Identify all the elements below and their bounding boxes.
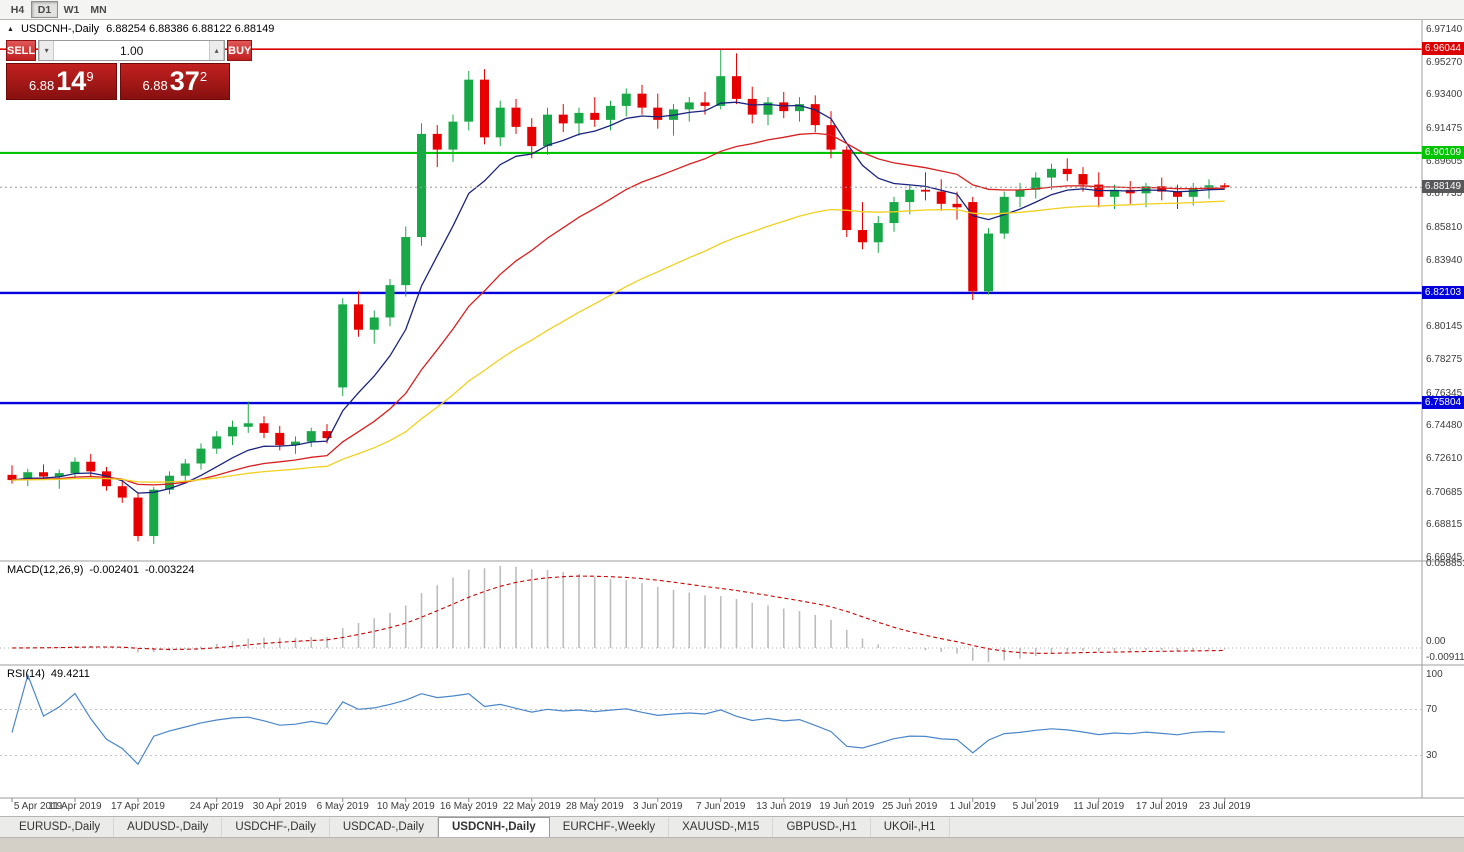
- sell-button[interactable]: SELL: [6, 40, 37, 61]
- price-scale-label: 6.89605: [1426, 155, 1463, 167]
- macd-main-value: -0.002401: [89, 564, 139, 576]
- timeframe-button-h4[interactable]: H4: [4, 1, 31, 18]
- sell-price-display[interactable]: 6.88 14 9: [6, 63, 117, 100]
- chart-symbol-period: USDCNH-,Daily: [20, 23, 100, 35]
- rsi-indicator-label: RSI(14) 49.4211: [7, 668, 90, 680]
- level-price-tag: 6.82103: [1422, 285, 1464, 299]
- rsi-value: 49.4211: [50, 668, 90, 680]
- chart-canvas[interactable]: [0, 20, 1464, 816]
- price-scale-label: 6.95270: [1426, 56, 1463, 68]
- price-scale-label: 6.66945: [1426, 552, 1463, 563]
- buy-price-pips: 37: [169, 66, 200, 96]
- macd-title: MACD(12,26,9): [7, 564, 84, 576]
- chart-tab-bar: EURUSD-,Daily AUDUSD-,Daily USDCHF-,Daily U…: [0, 816, 1464, 837]
- price-scale-label: 6.85810: [1426, 222, 1463, 234]
- chart-ohlc-values: 6.88254 6.88386 6.88122 6.88149: [106, 23, 275, 35]
- macd-signal-value: -0.003224: [144, 564, 195, 576]
- volume-increase-button[interactable]: ▴: [209, 41, 225, 60]
- price-scale-label: 6.87735: [1426, 188, 1463, 200]
- chart-tab-audusd[interactable]: AUDUSD-,Daily: [114, 817, 223, 837]
- chart-tab-usdcnh[interactable]: USDCNH-,Daily: [437, 817, 550, 837]
- volume-decrease-button[interactable]: ▾: [39, 41, 55, 60]
- level-price-tag: 6.90109: [1422, 145, 1464, 159]
- candlestick-series: [7, 49, 1230, 544]
- chart-title: ▲ USDCNH-,Daily 6.88254 6.88386 6.88122 …: [7, 23, 274, 35]
- macd-scale-label: -0.009116: [1426, 652, 1464, 663]
- chart-tab-usdchf[interactable]: USDCHF-,Daily: [222, 817, 330, 837]
- timeframe-button-d1[interactable]: D1: [31, 1, 58, 18]
- timeframe-button-mn[interactable]: MN: [85, 1, 112, 18]
- pane-separators: [0, 20, 1464, 799]
- price-scale-label: 6.68815: [1426, 519, 1463, 531]
- sell-price-pips: 14: [56, 66, 87, 96]
- volume-control: ▾ ▴: [38, 40, 226, 61]
- price-scale-label: 6.97140: [1426, 24, 1463, 35]
- horizontal-level-lines: [0, 48, 1422, 405]
- rsi-scale-label: 30: [1426, 749, 1438, 761]
- chart-tab-eurchf[interactable]: EURCHF-,Weekly: [550, 817, 670, 837]
- macd-indicator-label: MACD(12,26,9) -0.002401 -0.003224: [7, 564, 195, 576]
- chart-tab-usdcad[interactable]: USDCAD-,Daily: [330, 817, 438, 837]
- price-scale-label: 6.70685: [1426, 486, 1463, 498]
- sell-price-point: 9: [86, 68, 94, 84]
- price-scale-label: 6.72610: [1426, 452, 1463, 464]
- price-scale-label: 6.76345: [1426, 387, 1463, 399]
- rsi-title: RSI(14): [7, 668, 45, 680]
- buy-price-display[interactable]: 6.88 37 2: [119, 63, 230, 100]
- chart-symbol-marker-icon: ▲: [7, 25, 14, 33]
- timeframe-toolbar: H4 D1 W1 MN: [0, 0, 1464, 20]
- volume-input[interactable]: [54, 41, 210, 60]
- timeframe-button-w1[interactable]: W1: [58, 1, 85, 18]
- macd-signal-line: [11, 575, 1225, 654]
- moving-average-lines: [11, 101, 1225, 494]
- price-scale-label: 6.74480: [1426, 420, 1463, 432]
- current-price-tag: 6.88149: [1422, 180, 1464, 194]
- buy-price-point: 2: [199, 68, 208, 84]
- chart-tab-eurusd[interactable]: EURUSD-,Daily: [6, 817, 115, 837]
- price-scale-label: 6.78275: [1426, 353, 1463, 365]
- macd-scale-label: 0.00: [1426, 636, 1446, 647]
- level-price-tag: 6.96044: [1422, 42, 1464, 56]
- buy-button[interactable]: BUY: [227, 40, 253, 61]
- rsi-scale-label: 100: [1426, 669, 1443, 680]
- chart-window: ▲ USDCNH-,Daily 6.88254 6.88386 6.88122 …: [0, 20, 1464, 816]
- date-ticks: [11, 798, 1226, 802]
- rsi-pane: [0, 673, 1422, 766]
- macd-scale-label: 0.058851: [1426, 558, 1464, 569]
- chart-tab-ukoil[interactable]: UKOil-,H1: [871, 817, 950, 837]
- sell-price-prefix: 6.88: [28, 77, 55, 93]
- buy-price-prefix: 6.88: [142, 77, 168, 93]
- level-price-tag: 6.75804: [1422, 396, 1464, 410]
- price-axis[interactable]: 6.97140 6.95270 6.93400 6.91475 6.89605 6.877…: [1422, 20, 1464, 816]
- price-scale-label: 6.80145: [1426, 321, 1463, 333]
- chart-tab-xauusd[interactable]: XAUUSD-,M15: [669, 817, 774, 837]
- rsi-line: [11, 673, 1225, 766]
- macd-histogram: [26, 566, 1226, 662]
- price-scale-label: 6.83940: [1426, 254, 1463, 266]
- rsi-scale-label: 70: [1426, 703, 1438, 715]
- chart-tab-gbpusd[interactable]: GBPUSD-,H1: [773, 817, 871, 837]
- status-bar: [0, 837, 1464, 852]
- price-scale-label: 6.93400: [1426, 89, 1463, 101]
- price-scale-label: 6.91475: [1426, 123, 1463, 135]
